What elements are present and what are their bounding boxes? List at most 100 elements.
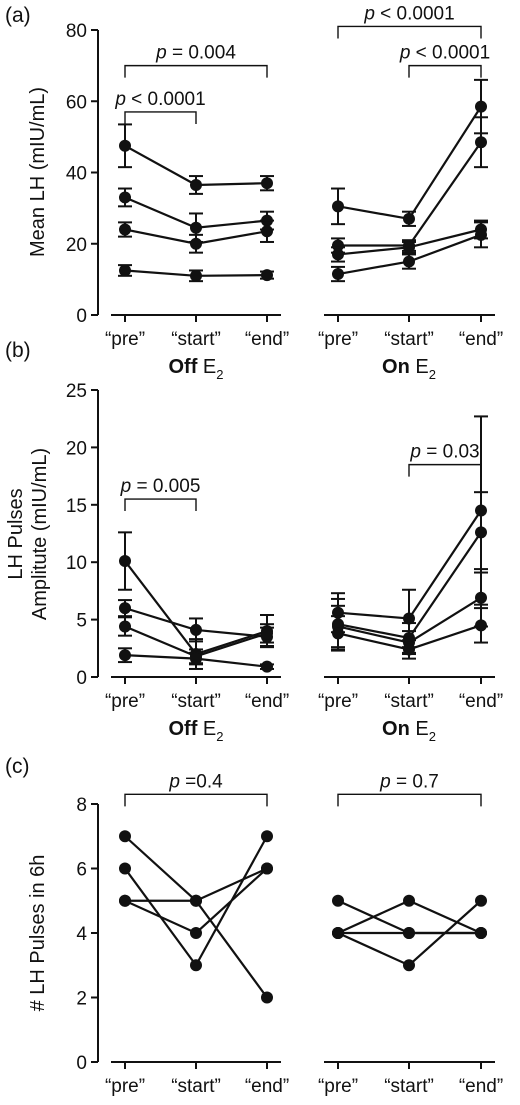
group-label-bold: On [382,1103,415,1105]
x-tick-label: “start” [171,691,221,712]
y-axis-label: LH Pulses Amplitute (mIU/mL) [5,448,51,620]
data-point [403,894,415,907]
y-tick-label: 0 [76,668,87,689]
data-point [119,830,131,843]
y-tick-label: 20 [66,235,87,256]
x-tick-label: “end” [245,691,289,712]
group-label: Off E2 [168,1103,223,1105]
group-label-e: E [415,356,428,378]
group-label-e: E [415,1103,428,1105]
data-point [261,660,273,673]
data-point [332,894,344,907]
y-axis-label-line: LH Pulses [5,488,27,579]
data-point [332,927,344,939]
data-point [190,269,202,282]
y-tick-label: 80 [66,21,87,42]
y-tick-label: 5 [76,611,87,632]
group-label-bold: Off [168,356,202,378]
panel-label: (c) [5,755,30,778]
significance-bracket [124,498,197,512]
data-point [119,649,131,662]
data-point [190,221,202,234]
y-tick-label: 2 [76,989,87,1010]
data-point [475,136,487,149]
group-label: Off E2 [168,356,223,382]
y-tick-label: 40 [66,164,87,185]
p-symbol: p [155,43,167,64]
data-point [403,959,415,972]
data-point [475,526,487,539]
p-value-label: p =0.4 [168,771,223,792]
data-point [119,264,131,277]
panel-label: (b) [5,339,31,362]
group-label: On E2 [382,356,436,382]
data-point [403,255,415,268]
data-point [403,241,415,254]
panel-b: (b) LH Pulses Amplitute (mIU/mL) 0 5 10 15 20 25… [5,339,503,744]
y-tick-label: 20 [66,438,87,459]
panel-c: (c) # LH Pulses in 6h 0 2 4 6 8 “pre” “start” “en… [5,755,503,1105]
x-tick-label: “end” [245,1076,289,1097]
x-tick-label: “pre” [105,691,145,712]
data-point [190,178,202,191]
data-point [119,191,131,204]
data-point [475,894,487,907]
data-point [119,862,131,875]
data-point [119,894,131,907]
y-axis-label: # LH Pulses in 6h [27,855,49,1012]
data-point [190,894,202,907]
data-point [261,177,273,190]
data-point [403,212,415,225]
x-tick-label: “end” [459,691,503,712]
data-point [475,927,487,939]
group-label-e: E [203,718,216,740]
data-point [119,139,131,152]
p-value-label: p < 0.0001 [399,43,490,64]
x-tick-label: “end” [459,329,503,350]
y-tick-label: 4 [76,924,87,945]
x-tick-label: “start” [384,329,434,350]
data-point [332,239,344,252]
data-point [332,268,344,281]
x-tick-label: “pre” [105,329,145,350]
p-symbol: p [399,43,411,64]
p-value-label: p = 0.004 [155,43,236,64]
p-symbol: p [168,771,180,792]
data-point [119,555,131,568]
group-label: On E2 [382,718,436,744]
p-value: = 0.7 [391,771,439,792]
p-value: = 0.03 [421,442,480,463]
group-label-sub: 2 [216,729,223,744]
p-value: < 0.0001 [375,3,455,24]
data-point [261,830,273,843]
x-tick-label: “start” [384,1076,434,1097]
data-point [403,927,415,939]
significance-bracket [124,111,197,124]
p-symbol: p [409,442,421,463]
y-tick-label: 25 [66,381,87,402]
series-line [124,835,268,903]
group-label-sub: 2 [429,367,436,382]
group-label: Off E2 [168,718,223,744]
data-point [190,927,202,939]
group-label-e: E [415,718,428,740]
x-tick-label: “pre” [318,1076,358,1097]
data-point [261,627,273,640]
p-value-label: p = 0.7 [379,771,439,792]
significance-bracket [124,64,268,78]
x-tick-label: “pre” [105,1076,145,1097]
p-value-label: p < 0.0001 [363,3,454,24]
data-point [475,228,487,241]
group-label-e: E [203,356,216,378]
group-label-bold: Off [168,718,202,740]
y-tick-label: 15 [66,496,87,517]
p-value: = 0.005 [131,476,200,497]
x-tick-label: “start” [384,691,434,712]
group-label-bold: Off [168,1103,202,1105]
data-point [190,652,202,665]
y-tick-label: 60 [66,92,87,113]
significance-bracket [408,463,482,477]
data-point [261,225,273,238]
group-label: On E2 [382,1103,436,1105]
